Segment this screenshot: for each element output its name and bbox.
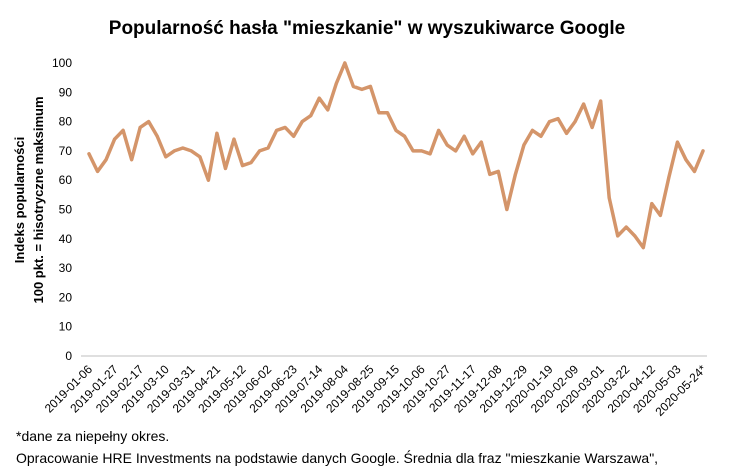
data-point [87,152,91,156]
data-point [215,131,219,135]
data-point [658,213,662,217]
y-tick-label: 70 [59,144,73,158]
y-tick-label: 20 [59,290,73,304]
data-point [334,82,338,86]
data-point [283,125,287,129]
data-point [138,125,142,129]
data-point [633,234,637,238]
data-point [249,161,253,165]
data-point [403,134,407,138]
data-point [488,172,492,176]
data-point [582,102,586,106]
data-point [445,143,449,147]
data-point [377,111,381,115]
data-point [667,175,671,179]
y-tick-label: 60 [59,173,73,187]
data-point [232,137,236,141]
data-point [113,137,117,141]
data-point [505,208,509,211]
y-tick-label: 10 [59,320,73,334]
data-point [360,87,364,91]
source-note: Opracowanie HRE Investments na podstawie… [16,450,659,466]
data-point [343,61,347,65]
data-point [675,140,679,144]
chart-title: Popularność hasła "mieszkanie" w wyszuki… [109,18,625,39]
data-point [548,120,551,124]
data-point [496,169,500,173]
data-point [471,152,475,156]
data-point [241,164,244,168]
data-point [96,169,100,173]
series-points [87,61,705,250]
y-tick-label: 100 [52,56,72,70]
data-point [565,131,569,135]
y-tick-label: 0 [65,349,72,363]
y-axis-label-line2: 100 pkt. = hisotryczne maksimum [31,96,46,303]
data-point [104,158,108,162]
data-point [437,128,441,132]
data-point [189,149,193,153]
y-tick-label: 90 [59,85,73,99]
data-point [121,128,125,132]
data-point [599,99,603,103]
y-axis-ticks: 0 10 20 30 40 50 60 70 80 90 100 [52,56,72,363]
data-point [624,225,628,229]
data-point [275,128,279,132]
data-point [684,158,688,162]
data-point [172,149,176,153]
data-point [428,152,432,156]
y-tick-label: 80 [59,115,73,129]
data-point [530,128,534,132]
data-point [300,120,304,124]
data-point [266,146,270,150]
data-point [155,134,159,138]
data-point [198,155,202,159]
data-point [454,149,458,153]
data-point [164,155,168,159]
data-point [411,149,415,153]
data-point [420,149,424,153]
data-point [539,134,543,138]
data-point [692,169,696,173]
data-point [317,96,321,100]
data-point [368,84,372,88]
y-tick-label: 40 [59,232,73,246]
data-point [309,114,313,118]
data-point [616,234,620,238]
data-point [556,117,560,121]
data-point [258,149,262,153]
data-point [223,166,227,170]
data-point [641,246,645,250]
data-point [130,158,134,162]
data-point [351,84,355,88]
data-point [701,149,705,153]
data-point [206,178,210,182]
series-line [87,61,705,250]
data-point [573,120,577,124]
data-point [590,125,594,129]
data-point [462,134,466,138]
footnote: *dane za niepełny okres. [16,428,170,444]
y-axis-label-line1: Indeks popularności [12,137,27,263]
data-point [513,172,517,176]
data-point [650,202,654,206]
y-tick-label: 30 [59,261,73,275]
data-point [385,111,389,115]
data-point [147,120,151,124]
data-point [181,146,185,150]
data-point [479,140,483,144]
x-axis-ticks: 2019-01-062019-01-272019-02-172019-03-10… [42,362,710,419]
data-point [292,134,296,138]
data-point [326,108,330,112]
y-tick-label: 50 [59,203,73,217]
data-point [394,128,398,132]
data-point [607,196,611,200]
data-point [522,143,526,147]
